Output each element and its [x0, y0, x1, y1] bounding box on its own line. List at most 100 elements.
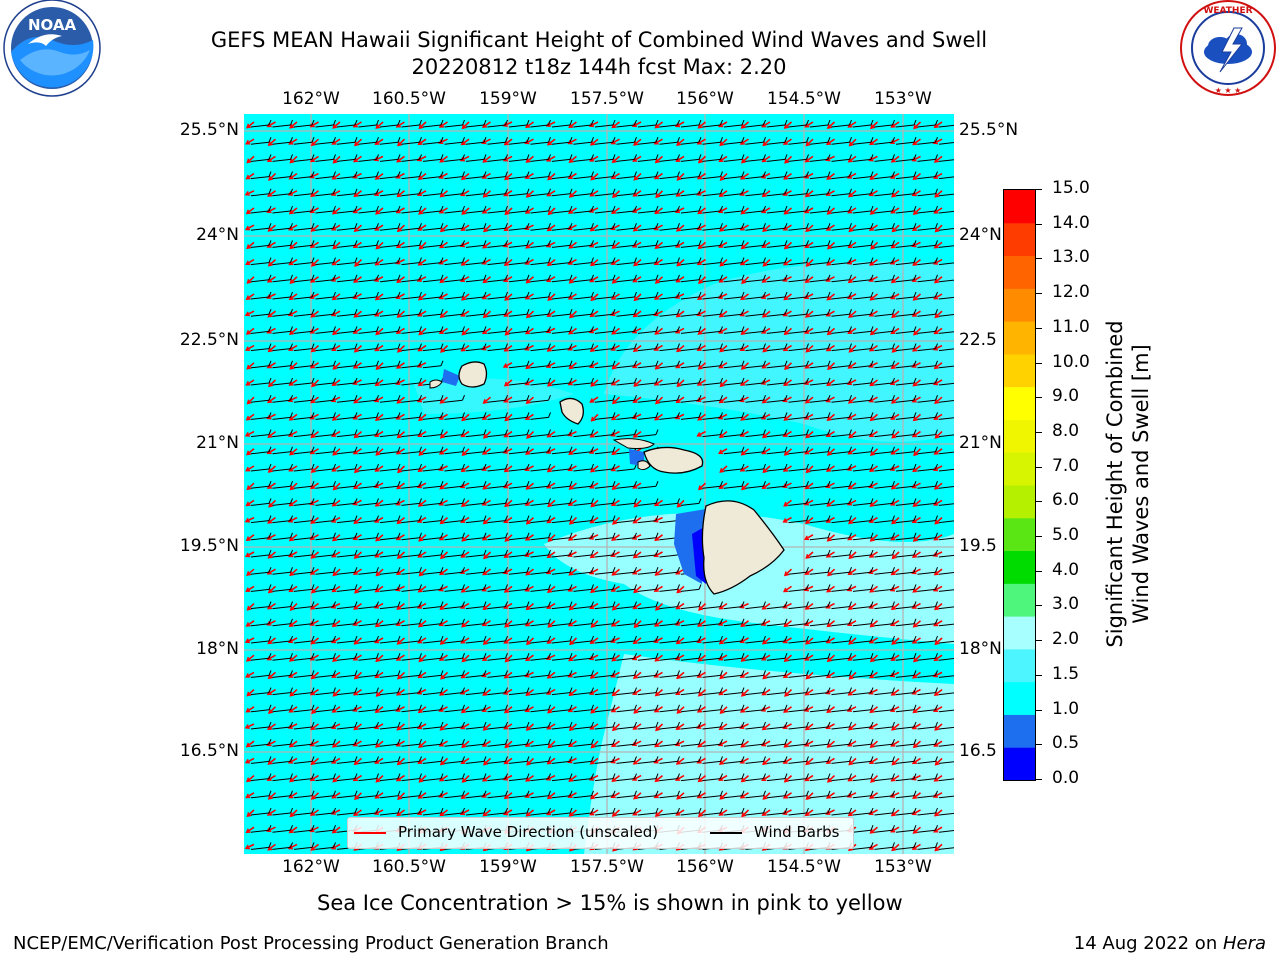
wave-arrow [482, 396, 492, 404]
wind-barb [293, 446, 315, 455]
wind-barb [616, 257, 637, 266]
wind-barb [465, 429, 487, 438]
wind-barb [766, 205, 788, 214]
wind-barb [422, 360, 444, 369]
wave-arrow [482, 310, 492, 319]
wave-arrow [848, 431, 857, 439]
wind-barb [379, 567, 401, 575]
wave-arrow [483, 551, 492, 560]
wind-barb [745, 601, 766, 610]
wind-barb [573, 567, 594, 575]
wind-barb [766, 257, 788, 266]
wave-arrow [310, 551, 320, 559]
colorbar-band [1004, 485, 1035, 519]
wind-barb [874, 360, 895, 369]
wind-barb [938, 159, 954, 162]
wind-barb [401, 446, 422, 455]
wind-barb [723, 395, 745, 403]
wind-barb [831, 635, 852, 644]
wind-barb [379, 515, 401, 524]
wind-barb [616, 584, 637, 592]
wave-arrow [353, 345, 363, 353]
wave-arrow [697, 155, 707, 164]
wind-barb [250, 360, 272, 369]
wave-arrow [353, 671, 363, 680]
wind-barb [465, 773, 487, 782]
wind-barb [594, 653, 616, 661]
wave-arrow [696, 430, 706, 437]
wind-barb [336, 549, 358, 558]
wind-barb [250, 756, 272, 764]
wave-arrow [245, 327, 255, 335]
colorbar-band [1004, 714, 1035, 748]
wind-barb [788, 481, 809, 489]
wind-barb [422, 326, 444, 334]
wind-barb [831, 790, 852, 799]
wind-barb [637, 188, 659, 197]
wind-barb [401, 687, 422, 696]
wave-arrow [633, 792, 642, 800]
wind-barb [917, 395, 938, 403]
wave-arrow [869, 207, 879, 215]
wind-barb [487, 653, 508, 661]
wind-barb [594, 481, 616, 489]
wind-barb [874, 395, 895, 403]
longitude-tick-label: 156°W [676, 857, 734, 877]
colorbar-title-line2: Wind Waves and Swell [m] [1129, 344, 1153, 624]
wind-barb [573, 670, 594, 678]
wind-barb [315, 704, 336, 713]
wind-barb [487, 274, 508, 283]
wind-barb [917, 549, 938, 558]
wind-barb [680, 257, 702, 266]
chart-title-line2: 20220812 t18z 144h fcst Max: 2.20 [411, 55, 787, 79]
wave-arrow [869, 413, 879, 422]
wind-barb [422, 395, 444, 403]
wind-barb [293, 223, 315, 231]
wave-arrow [632, 671, 642, 679]
wind-barb [680, 653, 702, 661]
wind-barb [272, 498, 293, 506]
wind-barb [702, 635, 723, 644]
wind-barb [315, 807, 336, 816]
wind-barb [616, 395, 637, 403]
wave-arrow [418, 327, 427, 336]
wind-barb [272, 137, 293, 145]
wind-barb [831, 670, 852, 678]
wave-arrow [397, 138, 406, 147]
wave-arrow [762, 465, 771, 474]
wind-barb [809, 601, 831, 610]
wind-barb [938, 503, 954, 506]
wind-barb [852, 653, 874, 661]
wave-arrow [740, 654, 750, 662]
longitude-tick-label: 153°W [874, 89, 932, 109]
wind-barb [573, 790, 594, 799]
wind-barb [938, 623, 954, 627]
wave-arrow [374, 413, 384, 421]
wind-barb [465, 515, 487, 524]
wind-barb [874, 601, 895, 610]
wave-arrow [439, 431, 449, 439]
wind-barb [551, 756, 573, 764]
wave-arrow [504, 620, 513, 628]
wind-barb [508, 670, 530, 678]
wind-barb [852, 498, 874, 506]
colorbar-band [1004, 288, 1035, 322]
wind-barb [422, 704, 444, 713]
wind-barb [809, 446, 831, 455]
wind-barb [917, 567, 938, 575]
wind-barb [250, 842, 272, 850]
wave-arrow [590, 293, 599, 302]
wind-barb [250, 515, 272, 524]
wind-barb [401, 429, 422, 438]
wind-barb [250, 721, 272, 730]
colorbar-tick-label: 8.0 [1052, 420, 1080, 441]
wind-barb [637, 790, 659, 799]
wave-arrow [354, 792, 363, 800]
wave-arrow [568, 190, 578, 198]
wind-barb [723, 807, 745, 816]
wind-barb [895, 635, 917, 644]
wave-arrow [741, 482, 750, 491]
wind-barb [831, 498, 852, 506]
wind-barb [379, 618, 401, 627]
wind-barb [895, 601, 917, 610]
